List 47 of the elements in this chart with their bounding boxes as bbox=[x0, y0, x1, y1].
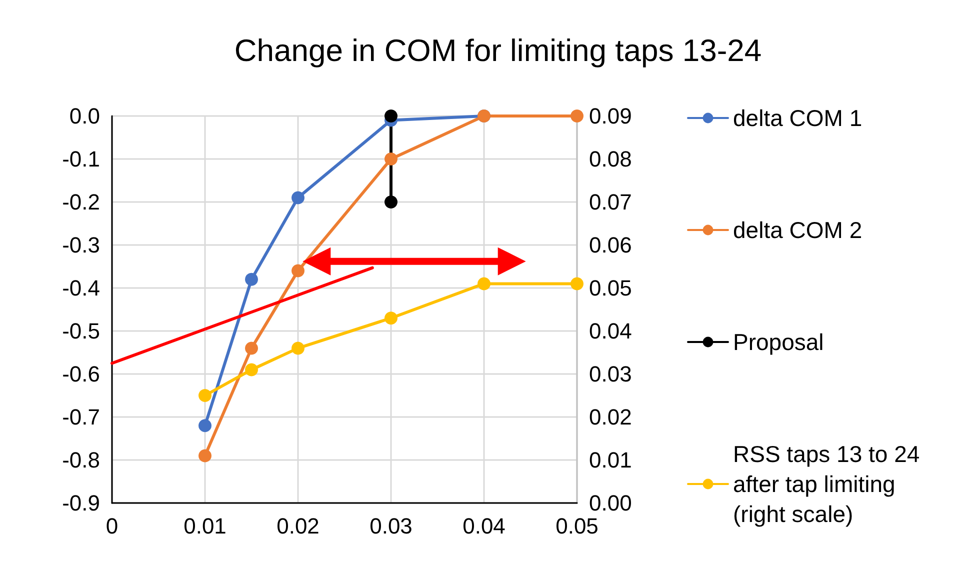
point bbox=[245, 272, 258, 286]
legend-label: delta COM 1 bbox=[733, 105, 862, 131]
point bbox=[384, 110, 398, 122]
x-tick-label: 0.03 bbox=[370, 514, 412, 538]
point bbox=[245, 363, 258, 376]
point bbox=[198, 389, 212, 402]
point bbox=[570, 277, 584, 290]
y-tick-label: -0.3 bbox=[62, 232, 100, 258]
y2-tick-label: 0.00 bbox=[589, 490, 632, 516]
y2-tick-label: 0.09 bbox=[589, 104, 632, 128]
y-tick-label: -0.7 bbox=[62, 404, 100, 430]
y-tick-label: -0.9 bbox=[62, 490, 100, 516]
y-tick-label: -0.8 bbox=[62, 448, 100, 472]
y-tick-label: -0.1 bbox=[62, 146, 100, 172]
y2-tick-label: 0.08 bbox=[589, 146, 632, 172]
y2-tick-label: 0.05 bbox=[589, 276, 632, 300]
y-tick-label: -0.5 bbox=[62, 318, 100, 344]
point bbox=[570, 110, 584, 122]
y2-tick-label: 0.01 bbox=[589, 448, 632, 472]
chart-title: Change in COM for limiting taps 13-24 bbox=[234, 33, 762, 68]
y2-tick-label: 0.06 bbox=[589, 232, 632, 258]
y2-tick-label: 0.02 bbox=[589, 404, 632, 430]
y-tick-label: -0.4 bbox=[62, 276, 100, 300]
point bbox=[292, 342, 304, 355]
point bbox=[198, 419, 212, 432]
point bbox=[384, 152, 398, 166]
y-tick-label: -0.6 bbox=[62, 362, 100, 386]
point bbox=[384, 196, 398, 208]
x-tick-label: 0.04 bbox=[462, 514, 506, 538]
legend-label: RSS taps 13 to 24 after tap limiting (right scale) bbox=[733, 441, 926, 527]
y-tick-label: -0.2 bbox=[62, 190, 100, 214]
point bbox=[198, 449, 212, 462]
point bbox=[384, 312, 398, 325]
x-tick-label: 0.02 bbox=[276, 514, 320, 538]
x-tick-label: 0.01 bbox=[184, 514, 226, 538]
x-tick-label: 0.05 bbox=[556, 514, 598, 538]
y-tick-label: 0.0 bbox=[69, 104, 100, 128]
point bbox=[478, 277, 490, 290]
point bbox=[245, 342, 258, 355]
legend-label: delta COM 2 bbox=[733, 217, 862, 243]
y2-tick-label: 0.04 bbox=[589, 318, 632, 344]
y2-tick-label: 0.07 bbox=[589, 190, 632, 214]
y2-tick-label: 0.03 bbox=[589, 362, 632, 386]
x-tick-label: 0 bbox=[106, 514, 118, 538]
legend-label: Proposal bbox=[733, 329, 824, 355]
point bbox=[292, 264, 304, 278]
point bbox=[292, 191, 304, 204]
